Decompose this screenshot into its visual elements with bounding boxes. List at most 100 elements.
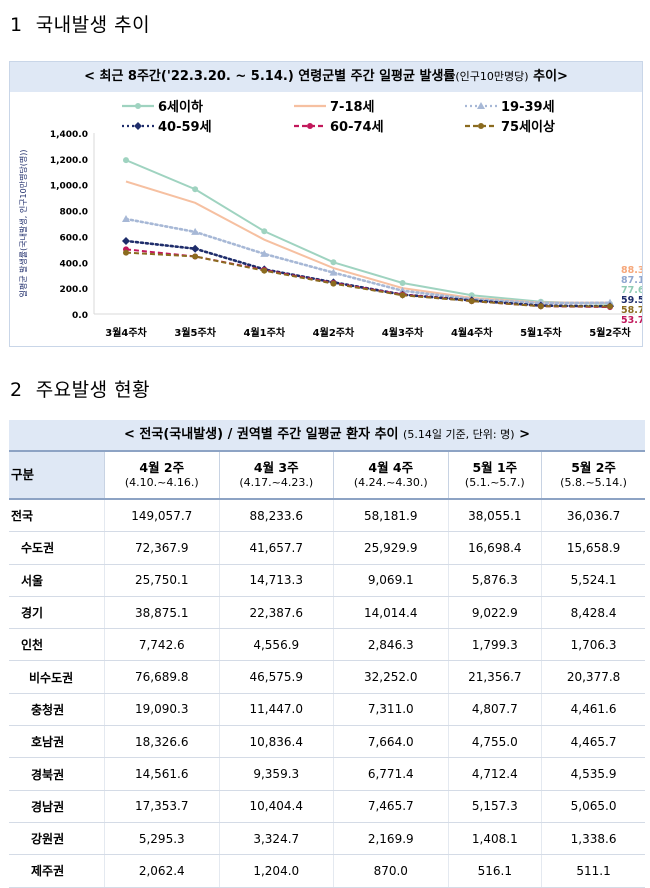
row-value-cell: 516.1 [447,854,542,888]
chart-title-small: (인구10만명당) [455,70,529,83]
series-line [125,251,611,308]
series-line [124,217,612,305]
col-week-label: 4월 3주 [253,459,299,475]
row-value-cell: 9,022.9 [447,596,542,630]
row-value-cell: 3,324.7 [218,822,334,856]
x-tick-label: 5월2주차 [589,326,631,339]
row-region-name: 경남권 [9,790,105,823]
series-point [192,186,199,193]
table-title-tail: > [514,427,530,442]
chart-panel: < 최근 8주간('22.3.20. ~ 5.14.) 연령군별 주간 일평균 … [9,61,643,347]
section1-label: 국내발생 추이 [35,14,151,36]
row-value-cell: 4,807.7 [447,693,542,727]
row-region-name: 전국 [9,499,105,533]
series-point [192,253,199,260]
series-point [537,303,544,310]
y-tick-label: 1,400.0 [50,130,88,140]
table-row: 경북권 14,561.6 9,359.3 6,771.4 4,712.4 4,535.9 [9,757,645,791]
row-value-cell: 7,311.0 [333,693,448,727]
series-point [122,236,130,245]
col-week-label: 5월 2주 [571,459,616,475]
row-value-cell: 1,799.3 [447,628,542,662]
row-value-cell: 20,377.8 [541,660,645,694]
row-value-cell: 11,447.0 [218,693,334,727]
row-value-cell: 6,771.4 [333,757,448,791]
y-tick-label: 600.0 [60,233,88,243]
row-value-cell: 511.1 [541,854,645,888]
end-value-label: 59.5 [621,295,642,306]
row-region-name: 제주권 [9,854,105,888]
table-row: 전국 149,057.7 88,233.6 58,181.9 38,055.1 36,03… [9,499,645,533]
series-point [191,227,200,235]
row-value-cell: 19,090.3 [104,693,219,727]
chart-title-main: < 최근 8주간('22.3.20. ~ 5.14.) 연령군별 주간 일평균 … [84,69,456,84]
end-value-label: 58.7 [621,305,642,316]
y-axis-title: 일평균 발생률(국내발생, 인구10만명당(명)) [18,149,28,297]
row-value-cell: 9,069.1 [333,564,448,597]
y-tick-label: 0.0 [72,311,88,321]
series-point [330,259,337,266]
col-week-range: (4.17.~4.23.) [239,475,314,489]
row-value-cell: 46,575.9 [218,660,334,694]
row-value-cell: 22,387.6 [218,596,334,630]
series-point [399,279,406,286]
legend-swatch-marker [307,123,313,129]
y-tick-label: 200.0 [60,285,88,295]
series-point [123,249,129,256]
row-value-cell: 21,356.7 [447,660,542,694]
row-region-name: 경북권 [9,757,105,791]
series-point [468,298,475,305]
row-value-cell: 4,535.9 [541,757,645,791]
row-value-cell: 4,465.7 [541,725,645,759]
table-title: < 전국(국내발생) / 권역별 주간 일평균 환자 추이 (5.14일 기준,… [9,420,645,452]
row-value-cell: 9,359.3 [218,757,334,791]
row-value-cell: 10,836.4 [218,725,334,759]
section2-label: 주요발생 현황 [35,379,151,401]
row-value-cell: 18,326.6 [104,725,219,759]
series-point [123,157,129,164]
end-value-label: 88.3 [621,265,642,276]
row-region-name: 서울 [9,564,105,597]
col-week-range: (4.10.~4.16.) [124,475,199,489]
y-tick-label: 400.0 [60,259,88,269]
table-row: 경기 38,875.1 22,387.6 14,014.4 9,022.9 8,428.4 [9,596,645,630]
row-region-name: 수도권 [9,531,105,565]
x-tick-label: 4월1주차 [244,326,286,339]
row-value-cell: 149,057.7 [104,499,219,533]
row-value-cell: 58,181.9 [333,499,448,533]
col-week-label: 4월 4주 [368,459,414,475]
series-point [606,298,614,306]
regional-table: 구분 4월 2주 (4.10.~4.16.) 4월 3주 (4.17.~4.23.)… [9,452,645,888]
series-point [191,244,200,253]
row-value-cell: 25,929.9 [333,531,448,565]
col-week-range: (5.1.~5.7.) [464,475,525,489]
row-value-cell: 76,689.8 [104,660,219,694]
end-value-label: 87.1 [621,275,642,286]
table-row: 인천 7,742.6 4,556.9 2,846.3 1,799.3 1,706.3 [9,628,645,662]
row-value-cell: 4,461.6 [541,693,645,727]
row-value-cell: 4,712.4 [447,757,542,791]
col-header-week: 5월 1주 (5.1.~5.7.) [447,452,542,500]
row-value-cell: 1,338.6 [541,822,645,856]
table-title-small: (5.14일 기준, 단위: 명) [403,428,515,441]
table-header-row: 구분 4월 2주 (4.10.~4.16.) 4월 3주 (4.17.~4.23.)… [9,452,645,500]
row-value-cell: 14,014.4 [333,596,448,630]
row-region-name: 인천 [9,628,105,662]
row-value-cell: 2,846.3 [333,628,448,662]
regional-table-panel: < 전국(국내발생) / 권역별 주간 일평균 환자 추이 (5.14일 기준,… [9,420,645,888]
row-value-cell: 2,169.9 [333,822,448,856]
row-value-cell: 36,036.7 [541,499,645,533]
series-point [607,303,613,310]
col-header-week: 4월 4주 (4.24.~4.30.) [333,452,448,500]
row-region-name: 경기 [9,596,105,630]
row-region-name: 호남권 [9,725,105,759]
row-value-cell: 16,698.4 [447,531,542,565]
row-value-cell: 15,658.9 [541,531,645,565]
x-tick-label: 4월2주차 [313,326,355,339]
section2-title: 2 주요발생 현황 [10,375,150,402]
y-tick-label: 1,000.0 [50,182,88,192]
row-value-cell: 41,657.7 [218,531,334,565]
row-value-cell: 4,556.9 [218,628,334,662]
legend-swatch-marker [478,123,484,129]
row-value-cell: 5,295.3 [104,822,219,856]
